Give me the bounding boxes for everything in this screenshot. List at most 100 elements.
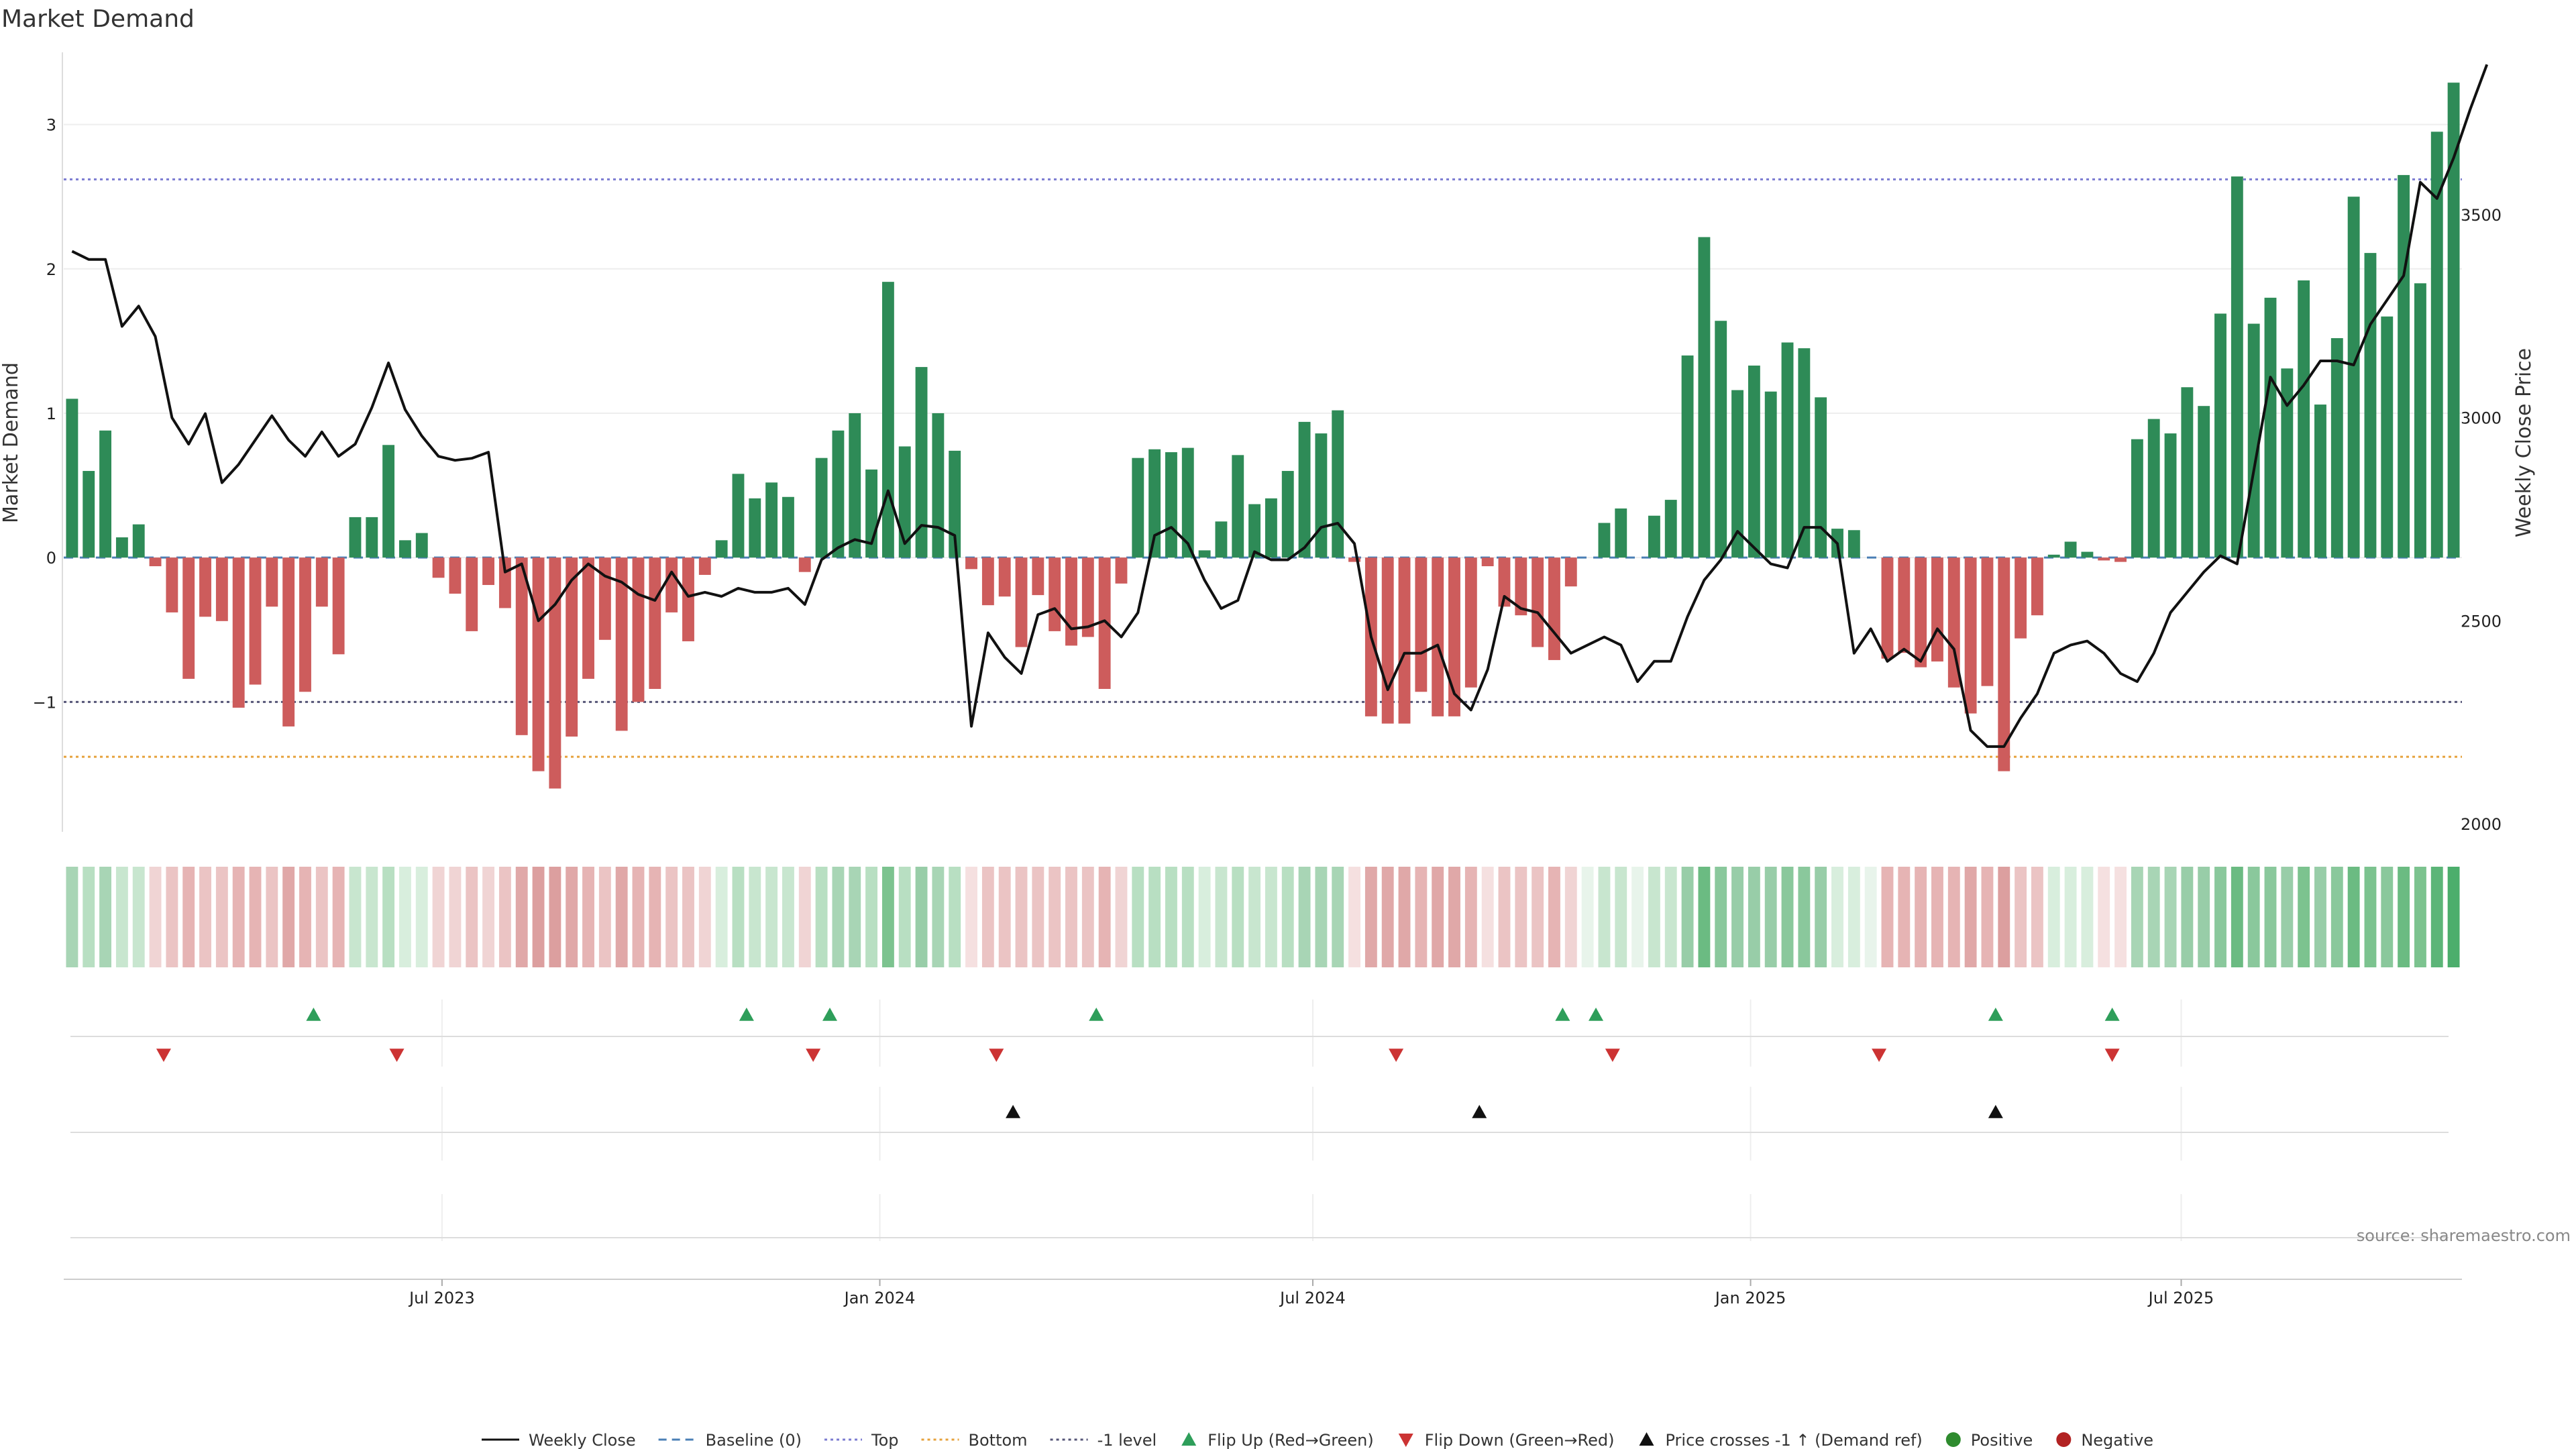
flip-down-marker — [156, 1049, 171, 1062]
legend-label: Baseline (0) — [706, 1431, 802, 1449]
demand-bar — [1032, 557, 1044, 596]
strip-cell — [182, 867, 195, 967]
strip-cell — [83, 867, 95, 967]
demand-bar — [2047, 554, 2060, 558]
strip-cell — [1165, 867, 1177, 967]
demand-bar — [99, 430, 112, 558]
demand-bar — [299, 557, 311, 692]
strip-cell — [2164, 867, 2177, 967]
y2-axis-label: Weekly Close Price — [2512, 348, 2536, 537]
demand-bar — [1731, 390, 1743, 558]
flip-up-marker — [1555, 1008, 1570, 1021]
strip-cell — [2198, 867, 2210, 967]
demand-bar — [1081, 557, 1094, 637]
weekly-close-series — [71, 64, 2489, 748]
strip-cell — [915, 867, 928, 967]
demand-bar — [1332, 410, 1344, 558]
demand-bar — [1798, 348, 1811, 558]
demand-bar — [1298, 421, 1311, 558]
strip-cell — [266, 867, 278, 967]
legend-item: Bottom — [921, 1431, 1028, 1449]
demand-bar — [2015, 557, 2027, 639]
demand-bar — [1432, 557, 1444, 716]
strip-cell — [1664, 867, 1677, 967]
demand-bar — [2031, 557, 2043, 616]
flip-down-marker — [389, 1049, 405, 1062]
strip-cell — [649, 867, 661, 967]
demand-bar — [415, 533, 428, 558]
y2-tick-label: 3000 — [2461, 409, 2502, 428]
demand-bar — [1098, 557, 1111, 689]
demand-bar — [83, 471, 95, 558]
demand-bar — [1698, 237, 1711, 558]
demand-bar — [881, 282, 894, 558]
strip-cell — [1715, 867, 1727, 967]
demand-bar — [149, 557, 162, 567]
strip-cell — [2314, 867, 2326, 967]
strip-cell — [2047, 867, 2060, 967]
strip-cell — [632, 867, 645, 967]
demand-bar — [2447, 83, 2460, 558]
demand-bar — [166, 557, 178, 612]
x-tick-label: Jul 2023 — [408, 1289, 475, 1307]
strip-cell — [199, 867, 211, 967]
x-tick-label: Jul 2025 — [2147, 1289, 2214, 1307]
demand-bar — [1515, 557, 1527, 616]
legend-swatch — [1945, 1432, 1961, 1447]
demand-bar — [932, 413, 945, 558]
strip-cell — [598, 867, 611, 967]
demand-bar — [449, 557, 462, 594]
strip-cell — [66, 867, 78, 967]
strip-cell — [1864, 867, 1877, 967]
strip-cell — [1915, 867, 1927, 967]
legend-item: Weekly Close — [482, 1431, 636, 1449]
strip-cell — [1265, 867, 1277, 967]
legend-label: -1 level — [1097, 1431, 1157, 1449]
demand-bar — [199, 557, 211, 617]
demand-bar — [432, 557, 445, 578]
flip-down-marker — [2104, 1049, 2120, 1062]
demand-bar — [215, 557, 228, 621]
strip-cell — [1198, 867, 1211, 967]
strip-cell — [2347, 867, 2360, 967]
demand-bar — [2231, 176, 2243, 558]
strip-cell — [1415, 867, 1428, 967]
flip-up-marker — [306, 1008, 321, 1021]
demand-bar — [1148, 449, 1161, 558]
demand-bar — [665, 557, 678, 612]
demand-bar — [1748, 365, 1760, 558]
demand-bar — [765, 482, 778, 558]
demand-bar — [981, 557, 994, 606]
demand-bar — [466, 557, 478, 631]
strip-cell — [1681, 867, 1694, 967]
demand-bar — [1232, 455, 1244, 558]
strip-cell — [665, 867, 678, 967]
legend-label: Negative — [2081, 1431, 2153, 1449]
demand-bar — [1964, 557, 1977, 714]
main-gridlines — [62, 52, 2462, 832]
demand-bar — [1815, 397, 1827, 558]
demand-bar — [2298, 280, 2310, 558]
legend-swatch — [1639, 1432, 1654, 1446]
demand-bar — [632, 557, 645, 702]
demand-bar — [2414, 283, 2426, 558]
demand-bar — [1281, 471, 1294, 558]
demand-bar — [1049, 557, 1061, 631]
demand-bar — [2081, 551, 2094, 558]
demand-bar — [382, 445, 395, 558]
strip-cell — [732, 867, 745, 967]
flip-up-marker — [822, 1008, 838, 1021]
demand-bar — [1781, 342, 1794, 558]
strip-cell — [1181, 867, 1194, 967]
strip-cell — [1464, 867, 1477, 967]
demand-bar — [266, 557, 278, 607]
demand-bar — [2198, 406, 2210, 558]
strip-cell — [1448, 867, 1460, 967]
strip-cell — [1798, 867, 1811, 967]
demand-bar — [366, 517, 378, 558]
strip-cell — [815, 867, 828, 967]
flip-up-marker — [1589, 1008, 1604, 1021]
strip-cell — [898, 867, 911, 967]
demand-bar — [1981, 557, 1994, 686]
strip-cell — [2281, 867, 2294, 967]
